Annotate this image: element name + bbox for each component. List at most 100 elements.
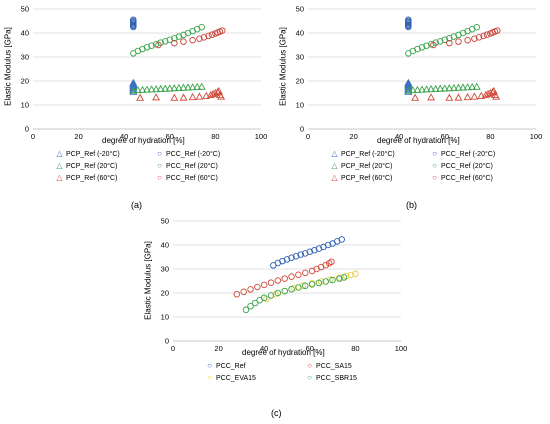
y-tick-label: 40 (296, 29, 304, 38)
data-point (217, 92, 226, 100)
data-point (267, 292, 275, 299)
legend-item: ○ PCC_SA15 (305, 362, 352, 370)
circle-marker-icon: ○ (432, 161, 437, 170)
triangle-marker-icon: △ (331, 161, 338, 170)
data-point (299, 282, 307, 290)
legend: △ PCP_Ref (-20°C) ○ PCC_Ref (-20°C) △ PCP_Ref… (330, 150, 550, 198)
data-point (430, 41, 437, 49)
data-point (418, 85, 426, 93)
data-point (423, 42, 430, 49)
circle-marker-icon: ○ (207, 373, 212, 382)
legend-item: ○ PCC_EVA15 (205, 374, 256, 382)
data-point (340, 274, 348, 281)
data-point (196, 35, 203, 43)
data-point (130, 16, 137, 24)
data-point (148, 42, 155, 49)
circle-marker-icon: ○ (432, 173, 437, 182)
x-axis-label: degree of hydration [%] (377, 136, 460, 145)
data-point (436, 84, 445, 92)
x-tick-label: 40 (120, 132, 128, 141)
data-point (213, 87, 222, 96)
data-point (464, 36, 471, 44)
data-point (408, 85, 417, 94)
circle-marker-icon: ○ (307, 361, 312, 370)
legend-label: PCP_Ref (-20°C) (341, 150, 395, 158)
data-point (143, 85, 151, 93)
y-tick-label: 40 (21, 29, 29, 38)
legend-label: PCC_Ref (60°C) (166, 174, 218, 182)
circle-marker-icon: ○ (157, 161, 162, 170)
data-point (315, 279, 323, 287)
legend-item: ○ PCC_SBR15 (305, 374, 357, 382)
legend-item: ○ PCC_Ref (60°C) (155, 174, 218, 182)
data-point (155, 41, 162, 49)
legend-label: PCC_Ref (-20°C) (441, 150, 496, 158)
data-point (288, 254, 295, 261)
data-point (411, 93, 420, 101)
data-point (301, 282, 309, 290)
data-point (193, 82, 202, 91)
x-axis-label: degree of hydration [%] (102, 136, 185, 145)
data-point (297, 251, 304, 258)
legend-item: △ PCP_Ref (-20°C) (55, 150, 120, 158)
data-point (171, 35, 178, 42)
data-point (454, 83, 463, 91)
data-point (292, 253, 300, 260)
data-point (329, 276, 336, 284)
legend-label: PCC_Ref (-20°C) (166, 150, 221, 158)
data-point (440, 84, 449, 92)
data-point (161, 84, 170, 92)
data-point (200, 34, 208, 41)
data-point (404, 82, 413, 90)
data-point (240, 288, 247, 296)
y-tick-label: 20 (21, 77, 29, 86)
data-point (404, 79, 413, 87)
y-tick-label: 40 (161, 241, 169, 250)
data-point (468, 82, 477, 91)
legend-item: ○ PCC_Ref (20°C) (430, 162, 493, 170)
y-tick-label: 30 (161, 265, 169, 274)
data-point (274, 289, 282, 297)
x-tick-label: 20 (349, 132, 357, 141)
data-point (198, 23, 205, 31)
circle-marker-icon: ○ (207, 361, 212, 370)
data-point (418, 44, 426, 51)
data-point (180, 38, 187, 45)
data-point (179, 93, 188, 101)
plot-area: 0 10 20 30 40 50 0 20 40 60 80 100 (21, 5, 268, 142)
x-tick-label: 0 (306, 132, 310, 141)
data-point (166, 36, 174, 43)
legend-label: PCC_SA15 (316, 362, 352, 370)
data-point (247, 286, 254, 293)
legend-item: ○ PCC_Ref (20°C) (155, 162, 218, 170)
data-point (143, 44, 151, 51)
data-point (242, 306, 250, 314)
data-point (189, 36, 196, 44)
data-point (260, 294, 268, 302)
y-tick-label: 30 (21, 53, 29, 62)
data-point (147, 85, 156, 93)
data-point (404, 86, 413, 94)
legend-label: PCC_Ref (20°C) (166, 162, 218, 170)
data-point (188, 83, 197, 91)
legend: △ PCP_Ref (-20°C) ○ PCC_Ref (-20°C) △ PCP_Ref… (55, 150, 275, 198)
data-point (450, 33, 458, 40)
triangle-marker-icon: △ (56, 173, 63, 182)
legend-label: PCC_Ref (60°C) (441, 174, 493, 182)
data-point (422, 85, 431, 93)
data-point (322, 261, 330, 269)
data-point (445, 93, 454, 101)
circle-marker-icon: ○ (157, 149, 162, 158)
data-point (288, 285, 295, 293)
legend-label: PCP_Ref (-20°C) (66, 150, 120, 158)
data-point (175, 33, 183, 40)
data-point (170, 93, 179, 101)
data-point (488, 87, 497, 96)
data-point (427, 93, 436, 101)
data-point (195, 92, 204, 100)
data-point (129, 83, 138, 91)
legend-label: PCP_Ref (20°C) (66, 162, 118, 170)
data-point (129, 78, 138, 86)
data-point (404, 84, 413, 92)
data-point (211, 88, 220, 97)
